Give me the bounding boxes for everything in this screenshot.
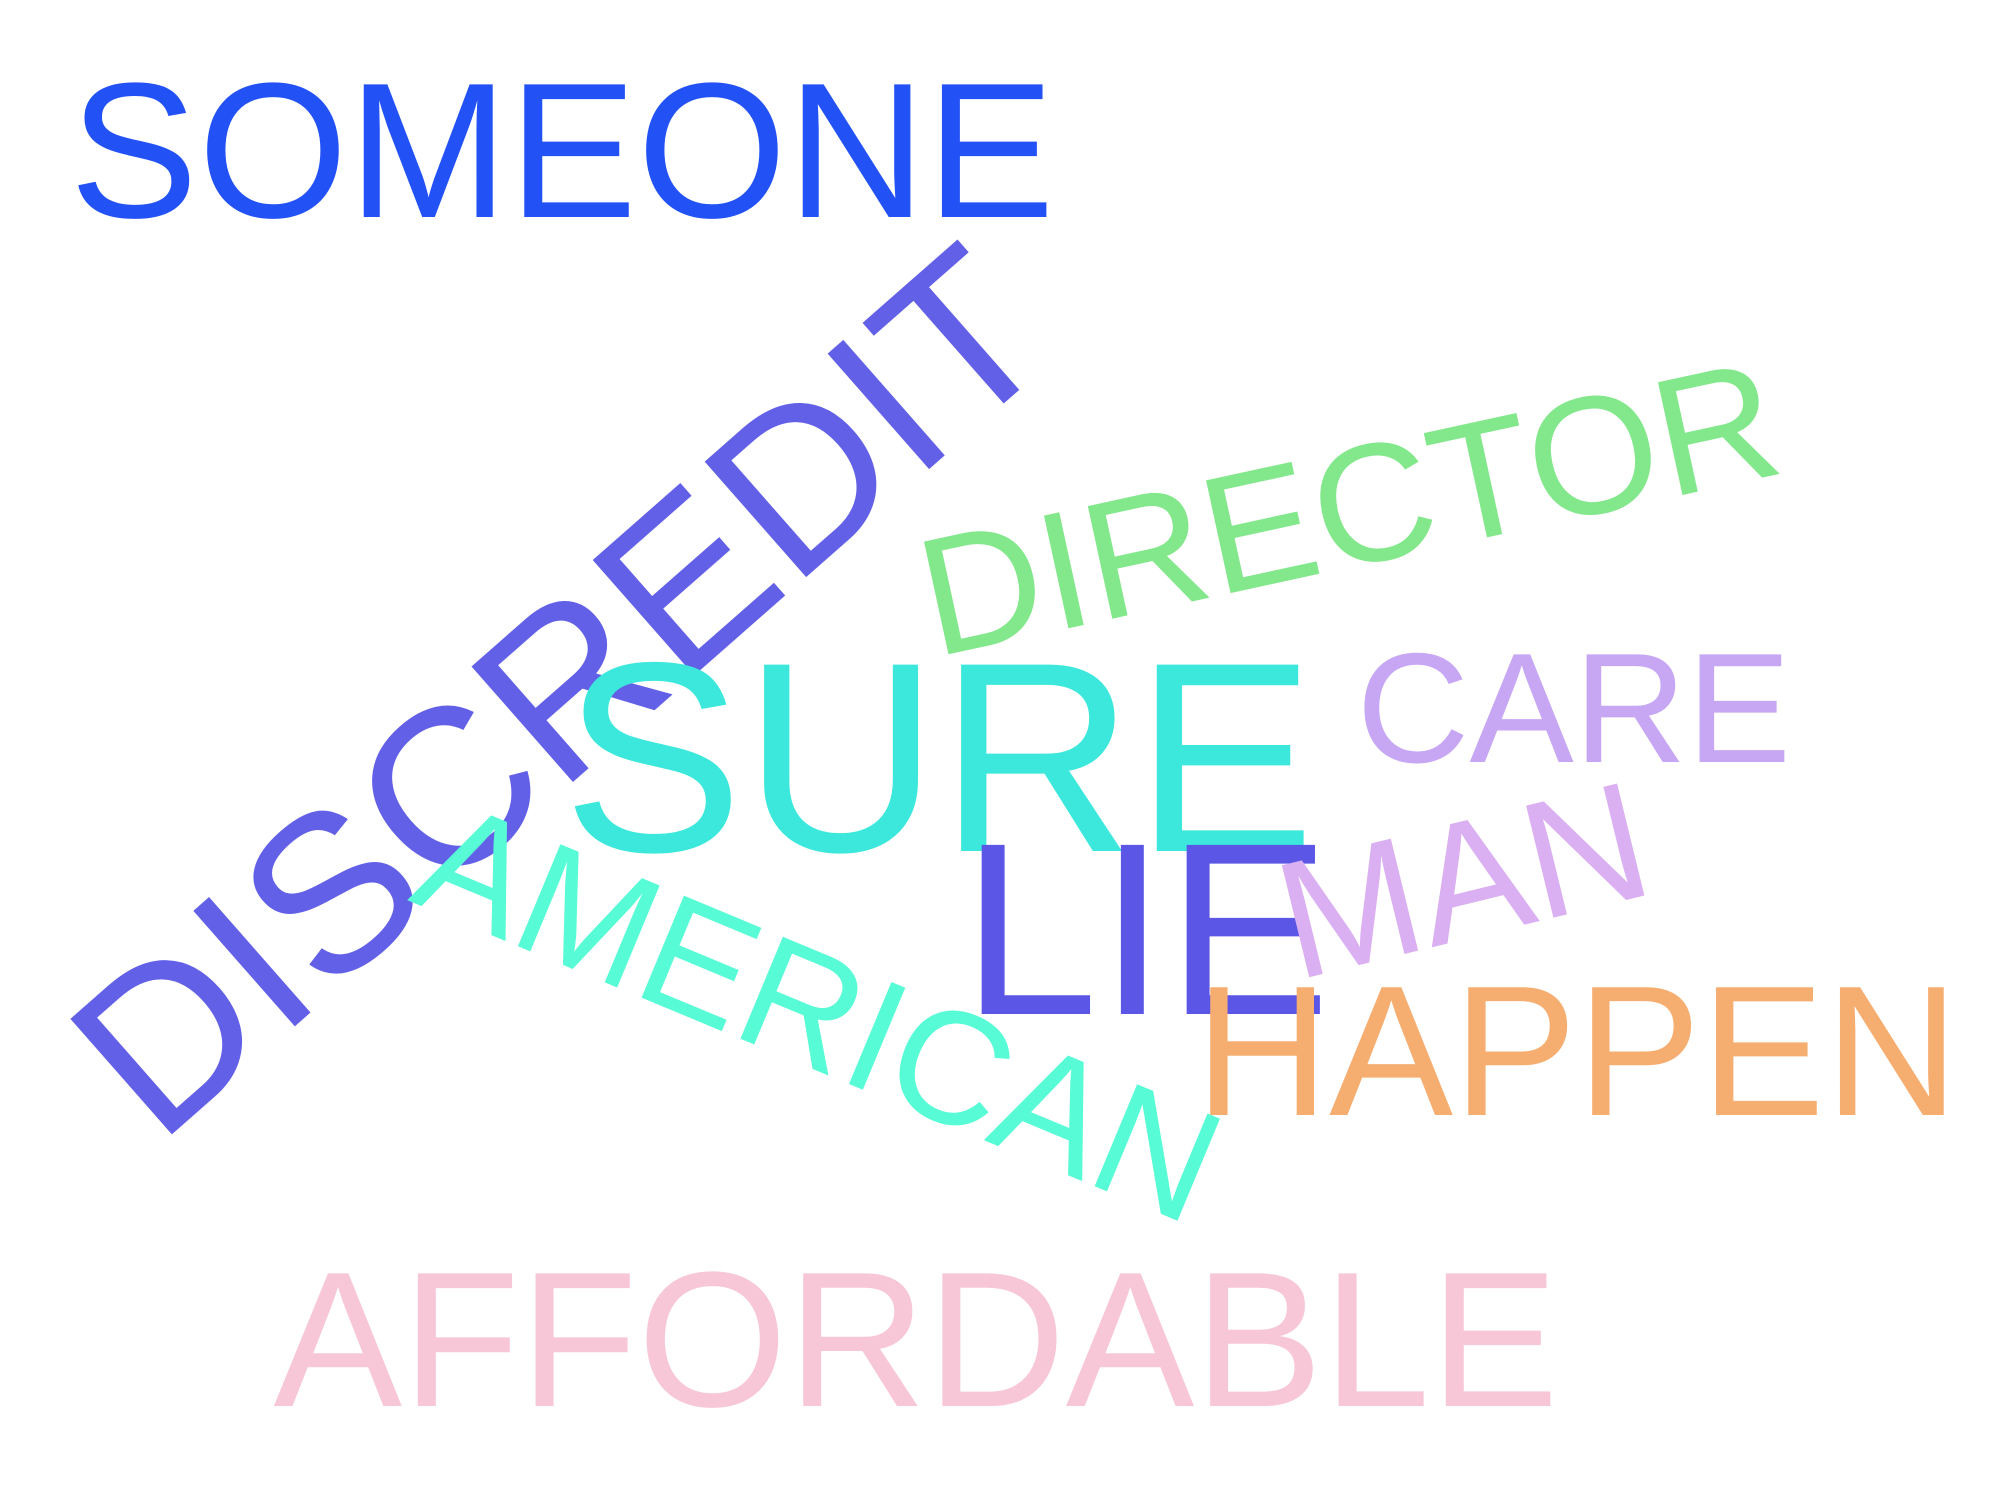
word-care: CARE: [1356, 621, 1792, 796]
word-affordable: AFFORDABLE: [273, 1231, 1559, 1447]
word-happen: HAPPEN: [1195, 948, 1959, 1155]
word-lie: LIE: [961, 792, 1331, 1067]
word-sure: SURE: [562, 606, 1316, 909]
word-someone: SOMEONE: [69, 42, 1055, 258]
